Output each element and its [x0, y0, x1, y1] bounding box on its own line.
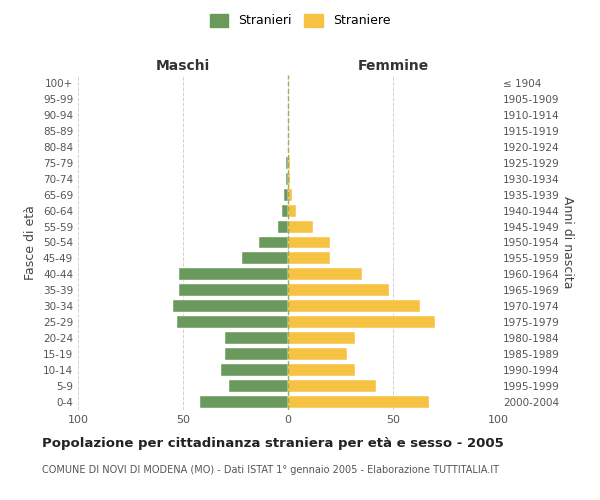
Bar — [221, 364, 288, 376]
Bar — [286, 172, 288, 184]
Y-axis label: Anni di nascita: Anni di nascita — [560, 196, 574, 289]
Bar — [200, 396, 288, 408]
Bar — [288, 252, 330, 264]
Bar — [288, 348, 347, 360]
Legend: Stranieri, Straniere: Stranieri, Straniere — [205, 8, 395, 32]
Bar — [225, 332, 288, 344]
Bar — [179, 284, 288, 296]
Bar — [277, 220, 288, 232]
Bar — [288, 380, 376, 392]
Bar — [288, 172, 290, 184]
Y-axis label: Fasce di età: Fasce di età — [25, 205, 37, 280]
Bar — [288, 284, 389, 296]
Bar — [288, 220, 313, 232]
Bar — [288, 332, 355, 344]
Bar — [288, 300, 421, 312]
Bar — [286, 157, 288, 168]
Bar — [259, 236, 288, 248]
Bar — [179, 268, 288, 280]
Bar — [288, 204, 296, 216]
Bar — [176, 316, 288, 328]
Bar — [282, 204, 288, 216]
Text: Popolazione per cittadinanza straniera per età e sesso - 2005: Popolazione per cittadinanza straniera p… — [42, 438, 504, 450]
Bar — [173, 300, 288, 312]
Bar — [288, 188, 292, 200]
Bar — [288, 157, 290, 168]
Text: Femmine: Femmine — [358, 58, 428, 72]
Bar — [288, 316, 435, 328]
Bar — [225, 348, 288, 360]
Bar — [242, 252, 288, 264]
Text: COMUNE DI NOVI DI MODENA (MO) - Dati ISTAT 1° gennaio 2005 - Elaborazione TUTTIT: COMUNE DI NOVI DI MODENA (MO) - Dati IST… — [42, 465, 499, 475]
Text: Maschi: Maschi — [156, 58, 210, 72]
Bar — [288, 268, 361, 280]
Bar — [288, 364, 355, 376]
Bar — [284, 188, 288, 200]
Bar — [229, 380, 288, 392]
Bar — [288, 236, 330, 248]
Bar — [288, 396, 429, 408]
